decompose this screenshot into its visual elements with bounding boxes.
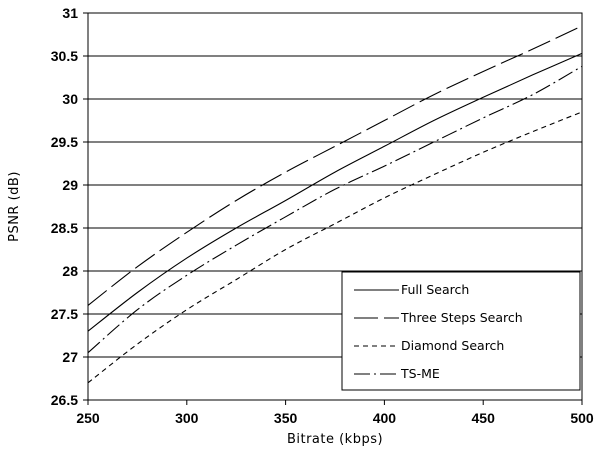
series-lines [87, 25, 583, 384]
plot-area-frame [87, 12, 583, 401]
y-tick-label: 28.5 [51, 220, 78, 236]
x-axis-label: Bitrate (kbps) [287, 432, 383, 447]
legend-label: Full Search [401, 282, 469, 297]
legend-label: Three Steps Search [400, 310, 523, 325]
y-tick-label: 29 [62, 177, 78, 193]
y-tick-labels: 26.5 27 27.5 28 28.5 29 29.5 30 30.5 31 [51, 5, 78, 408]
x-tick-label: 500 [570, 410, 594, 426]
x-tick-label: 300 [175, 410, 199, 426]
series-line-full-search [87, 52, 583, 332]
legend-label: TS-ME [400, 366, 440, 381]
y-tick-label: 29.5 [51, 134, 78, 150]
y-tick-label: 30 [62, 91, 78, 107]
x-tick-label: 400 [373, 410, 397, 426]
x-tick-label: 250 [76, 410, 100, 426]
legend-box [341, 271, 581, 391]
series-line-three-steps-search [87, 25, 583, 306]
x-tick-label: 350 [274, 410, 298, 426]
y-tick-label: 27.5 [51, 306, 78, 322]
y-tick-label: 26.5 [51, 392, 78, 408]
y-axis-label: PSNR (dB) [7, 171, 22, 242]
legend-label: Diamond Search [401, 338, 504, 353]
y-tick-label: 27 [62, 349, 78, 365]
legend: Full Search Three Steps Search Diamond Sea… [341, 271, 581, 391]
x-tick-labels: 250 300 350 400 450 500 [76, 410, 594, 426]
y-tick-label: 30.5 [51, 48, 78, 64]
x-tick-label: 450 [472, 410, 496, 426]
y-tick-label: 31 [62, 5, 78, 21]
y-tick-label: 28 [62, 263, 78, 279]
series-line-ts-me [87, 65, 583, 354]
